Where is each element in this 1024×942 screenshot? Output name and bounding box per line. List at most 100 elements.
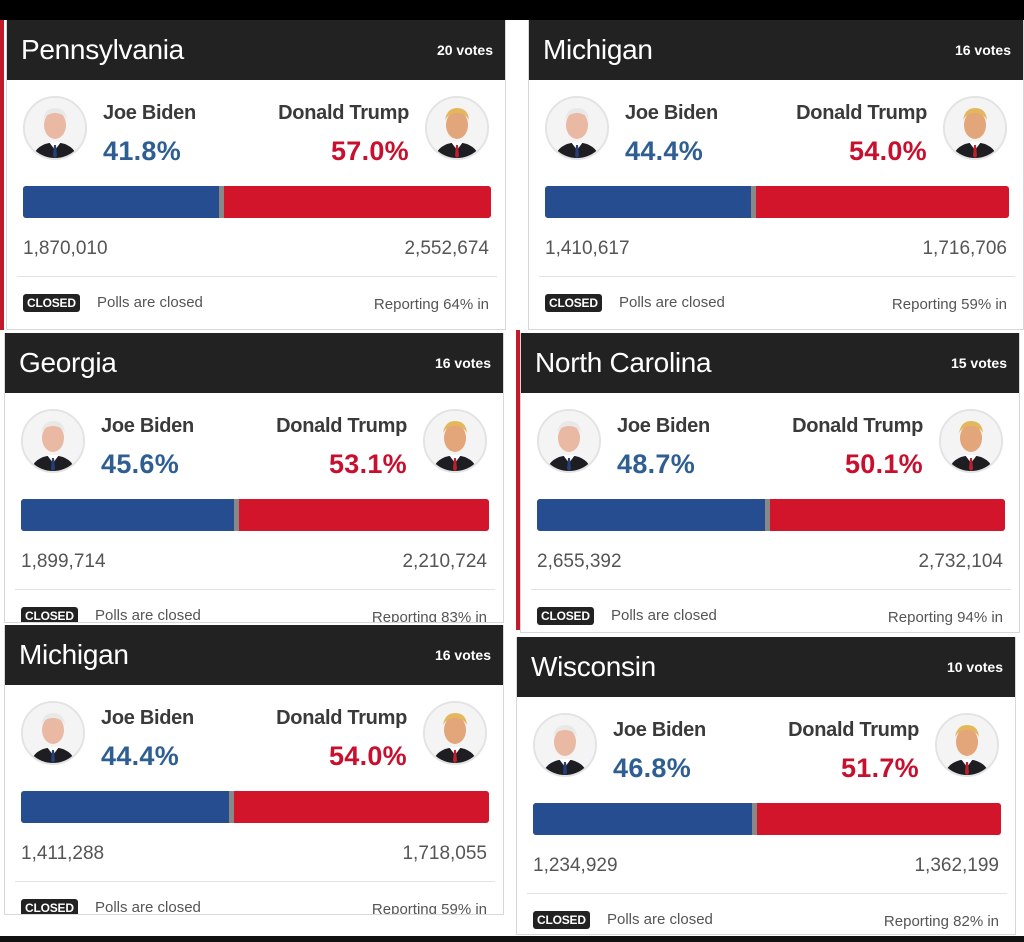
electoral-votes: 16 votes <box>954 42 1011 58</box>
closed-badge: CLOSED <box>533 911 590 929</box>
biden-percent: 44.4% <box>625 136 704 166</box>
poll-status: Polls are closed <box>611 607 717 624</box>
vote-share-bar <box>23 186 491 218</box>
electoral-votes: 20 votes <box>436 42 493 58</box>
electoral-votes: 16 votes <box>434 647 491 663</box>
biden-avatar <box>21 701 85 765</box>
middle-red-edge <box>516 330 520 630</box>
card-header: Michigan 16 votes <box>5 625 503 685</box>
trump-share-segment <box>239 499 489 531</box>
biden-avatar <box>537 409 601 473</box>
trump-avatar <box>425 96 489 160</box>
biden-name: Joe Biden <box>101 415 194 437</box>
footer-divider <box>15 589 495 590</box>
biden-vote-count: 1,234,929 <box>533 855 618 876</box>
biden-percent: 41.8% <box>103 136 182 166</box>
state-result-card-4: North Carolina 15 votes Joe Biden 48.7% … <box>520 333 1020 633</box>
share-divider <box>234 499 240 531</box>
biden-name: Joe Biden <box>103 102 196 124</box>
biden-percent: 44.4% <box>101 741 180 771</box>
biden-avatar <box>21 409 85 473</box>
electoral-votes: 15 votes <box>950 355 1007 371</box>
biden-avatar <box>533 713 597 777</box>
biden-percent: 46.8% <box>613 753 692 783</box>
reporting-status: Reporting 83% in <box>371 609 487 623</box>
state-result-card-2: Michigan 16 votes Joe Biden 44.4% Donald… <box>528 20 1024 330</box>
trump-vote-count: 1,718,055 <box>402 843 487 864</box>
biden-vote-count: 1,410,617 <box>545 238 630 259</box>
trump-share-segment <box>757 803 1001 835</box>
footer-divider <box>531 589 1011 590</box>
biden-percent: 48.7% <box>617 449 696 479</box>
trump-percent: 53.1% <box>328 449 407 479</box>
reporting-status: Reporting 64% in <box>373 296 489 313</box>
card-header: North Carolina 15 votes <box>521 333 1019 393</box>
biden-share-segment <box>545 186 752 218</box>
state-result-card-6: Wisconsin 10 votes Joe Biden 46.8% Donal… <box>516 637 1016 935</box>
state-result-card-3: Georgia 16 votes Joe Biden 45.6% Donald … <box>4 333 504 623</box>
vote-share-bar <box>21 791 489 823</box>
state-name: Michigan <box>19 639 129 670</box>
vote-share-bar <box>545 186 1009 218</box>
trump-vote-count: 2,732,104 <box>918 551 1003 572</box>
trump-avatar <box>943 96 1007 160</box>
trump-avatar <box>423 701 487 765</box>
card-header: Georgia 16 votes <box>5 333 503 393</box>
biden-vote-count: 1,870,010 <box>23 238 108 259</box>
biden-vote-count: 1,899,714 <box>21 551 106 572</box>
share-divider <box>752 803 758 835</box>
footer-divider <box>17 276 497 277</box>
biden-share-segment <box>23 186 219 218</box>
footer-divider <box>15 881 495 882</box>
trump-share-segment <box>233 791 489 823</box>
trump-percent: 51.7% <box>840 753 919 783</box>
trump-percent: 57.0% <box>330 136 409 166</box>
vote-share-bar <box>537 499 1005 531</box>
trump-vote-count: 2,552,674 <box>404 238 489 259</box>
trump-name: Donald Trump <box>276 707 407 729</box>
biden-share-segment <box>21 499 235 531</box>
share-divider <box>228 791 234 823</box>
biden-avatar <box>23 96 87 160</box>
biden-name: Joe Biden <box>625 102 718 124</box>
closed-badge: CLOSED <box>537 607 594 625</box>
biden-share-segment <box>533 803 753 835</box>
poll-status: Polls are closed <box>619 294 725 311</box>
trump-share-segment <box>756 186 1009 218</box>
reporting-status: Reporting 94% in <box>887 609 1003 626</box>
biden-name: Joe Biden <box>613 719 706 741</box>
trump-vote-count: 2,210,724 <box>402 551 487 572</box>
left-red-edge <box>0 20 4 330</box>
trump-share-segment <box>769 499 1005 531</box>
closed-badge: CLOSED <box>545 294 602 312</box>
state-result-card-5: Michigan 16 votes Joe Biden 44.4% Donald… <box>4 625 504 915</box>
trump-percent: 54.0% <box>328 741 407 771</box>
card-header: Pennsylvania 20 votes <box>7 20 505 80</box>
footer-divider <box>527 893 1007 894</box>
state-result-card-1: Pennsylvania 20 votes Joe Biden 41.8% Do… <box>6 20 506 330</box>
closed-badge: CLOSED <box>23 294 80 312</box>
closed-badge: CLOSED <box>21 607 78 622</box>
electoral-votes: 16 votes <box>434 355 491 371</box>
electoral-votes: 10 votes <box>946 659 1003 675</box>
trump-name: Donald Trump <box>788 719 919 741</box>
reporting-status: Reporting 59% in <box>371 901 487 915</box>
card-header: Wisconsin 10 votes <box>517 637 1015 697</box>
trump-avatar <box>935 713 999 777</box>
trump-avatar <box>939 409 1003 473</box>
state-name: Michigan <box>543 34 653 65</box>
state-name: Georgia <box>19 347 117 378</box>
biden-percent: 45.6% <box>101 449 180 479</box>
trump-vote-count: 1,716,706 <box>922 238 1007 259</box>
top-black-bar <box>0 0 1024 20</box>
trump-name: Donald Trump <box>796 102 927 124</box>
trump-vote-count: 1,362,199 <box>914 855 999 876</box>
biden-name: Joe Biden <box>617 415 710 437</box>
share-divider <box>218 186 224 218</box>
poll-status: Polls are closed <box>97 294 203 311</box>
trump-share-segment <box>223 186 491 218</box>
poll-status: Polls are closed <box>95 607 201 623</box>
state-name: Wisconsin <box>531 651 656 682</box>
reporting-status: Reporting 59% in <box>891 296 1007 313</box>
trump-percent: 54.0% <box>848 136 927 166</box>
